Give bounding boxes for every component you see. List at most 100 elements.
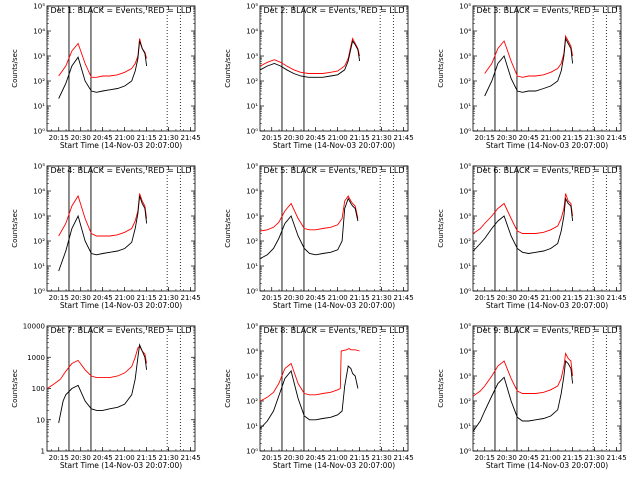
y-tick-label: 10¹ [246, 103, 258, 111]
x-tick-label: 21:45 [607, 134, 627, 142]
events-series-line [472, 196, 574, 254]
y-tick-label: 10³ [246, 53, 258, 61]
x-tick-label: 21:45 [394, 134, 414, 142]
y-tick-label: 10000 [23, 323, 45, 331]
y-tick-label: 10⁴ [459, 188, 471, 196]
x-tick-label: 20:45 [306, 134, 326, 142]
y-tick-label: 100 [32, 385, 45, 393]
panel-title: Det 1: BLACK = Events, RED = LLD [51, 6, 192, 15]
x-tick-label: 20:15 [49, 294, 69, 302]
x-tick-label: 21:45 [607, 454, 627, 462]
y-tick-label: 10³ [33, 53, 45, 61]
events-series-line [472, 360, 574, 432]
y-tick-label: 10⁵ [246, 3, 258, 11]
x-tick-label: 20:45 [306, 294, 326, 302]
x-tick-label: 21:30 [372, 294, 392, 302]
y-tick-label: 10³ [459, 213, 471, 221]
y-tick-label: 10⁰ [459, 128, 471, 136]
y-tick-label: 10³ [33, 213, 45, 221]
x-tick-label: 21:45 [394, 454, 414, 462]
y-tick-label: 10⁵ [459, 3, 471, 11]
y-tick-label: 10² [459, 398, 471, 406]
lld-series-line [58, 193, 148, 237]
y-tick-label: 10⁴ [459, 348, 471, 356]
x-tick-label: 20:15 [49, 454, 69, 462]
y-tick-label: 1000 [27, 354, 45, 362]
x-tick-label: 20:45 [519, 134, 539, 142]
panel-title: Det 2: BLACK = Events, RED = LLD [264, 6, 405, 15]
x-tick-label: 20:45 [93, 454, 113, 462]
x-tick-label: 21:15 [137, 294, 157, 302]
x-tick-label: 21:15 [563, 294, 583, 302]
x-tick-label: 20:15 [475, 454, 495, 462]
x-axis-label: Start Time (14-Nov-03 20:07:00) [60, 301, 182, 310]
y-tick-label: 10¹ [459, 263, 471, 271]
x-axis-label: Start Time (14-Nov-03 20:07:00) [60, 461, 182, 470]
events-series-line [484, 36, 574, 97]
x-tick-label: 21:00 [541, 134, 561, 142]
x-tick-label: 21:30 [372, 134, 392, 142]
y-tick-label: 10⁴ [33, 28, 45, 36]
x-tick-label: 21:30 [585, 294, 605, 302]
y-tick-label: 10⁰ [459, 288, 471, 296]
events-series-line [259, 365, 359, 429]
x-tick-label: 20:45 [519, 454, 539, 462]
y-tick-label: 10⁴ [246, 28, 258, 36]
x-tick-label: 20:15 [262, 454, 282, 462]
y-axis-label: Counts/sec [224, 369, 232, 408]
events-series-line [58, 343, 148, 423]
y-axis-label: Counts/sec [11, 369, 19, 408]
y-tick-label: 10⁵ [33, 163, 45, 171]
panel-title: Det 6: BLACK = Events, RED = LLD [477, 166, 618, 175]
y-axis-label: Counts/sec [437, 49, 445, 88]
x-tick-label: 21:00 [541, 454, 561, 462]
y-tick-label: 10² [246, 78, 258, 86]
lld-series-line [484, 34, 574, 78]
y-tick-label: 10³ [459, 53, 471, 61]
x-tick-label: 20:30 [497, 294, 517, 302]
x-tick-label: 21:45 [607, 294, 627, 302]
x-tick-label: 21:30 [372, 454, 392, 462]
y-tick-label: 10⁰ [33, 288, 45, 296]
y-tick-label: 10⁴ [33, 188, 45, 196]
x-tick-label: 20:30 [497, 134, 517, 142]
x-tick-label: 20:30 [71, 294, 91, 302]
x-axis-label: Start Time (14-Nov-03 20:07:00) [486, 141, 608, 150]
x-tick-label: 20:30 [284, 454, 304, 462]
lld-series-line [260, 37, 361, 74]
x-tick-label: 21:15 [563, 134, 583, 142]
y-tick-label: 10⁰ [246, 288, 258, 296]
x-tick-label: 21:15 [137, 454, 157, 462]
x-tick-label: 21:45 [394, 294, 414, 302]
y-tick-label: 10² [459, 238, 471, 246]
y-tick-label: 10⁴ [246, 348, 258, 356]
panel-title: Det 3: BLACK = Events, RED = LLD [477, 6, 618, 15]
plot-frame [472, 5, 622, 132]
y-tick-label: 10³ [246, 213, 258, 221]
events-series-line [260, 197, 359, 259]
x-tick-label: 20:45 [306, 454, 326, 462]
lld-series-line [47, 345, 148, 389]
x-axis-label: Start Time (14-Nov-03 20:07:00) [273, 461, 395, 470]
x-tick-label: 20:15 [475, 294, 495, 302]
x-tick-label: 21:30 [159, 454, 179, 462]
y-tick-label: 10⁰ [33, 128, 45, 136]
x-tick-label: 21:15 [350, 134, 370, 142]
y-tick-label: 10⁵ [246, 323, 258, 331]
x-tick-label: 21:00 [328, 294, 348, 302]
lld-series-line [260, 195, 359, 232]
panel-title: Det 5: BLACK = Events, RED = LLD [264, 166, 405, 175]
panel-title: Det 8: BLACK = Events, RED = LLD [264, 326, 405, 335]
x-tick-label: 20:30 [71, 454, 91, 462]
x-axis-label: Start Time (14-Nov-03 20:07:00) [486, 301, 608, 310]
detector-panel: 1 10 100 1000 10000 20:15 20:30 20:45 21:00 21:15… [11, 323, 201, 471]
x-tick-label: 20:30 [71, 134, 91, 142]
x-tick-label: 21:30 [585, 454, 605, 462]
x-tick-label: 21:45 [181, 454, 201, 462]
x-tick-label: 20:30 [284, 134, 304, 142]
